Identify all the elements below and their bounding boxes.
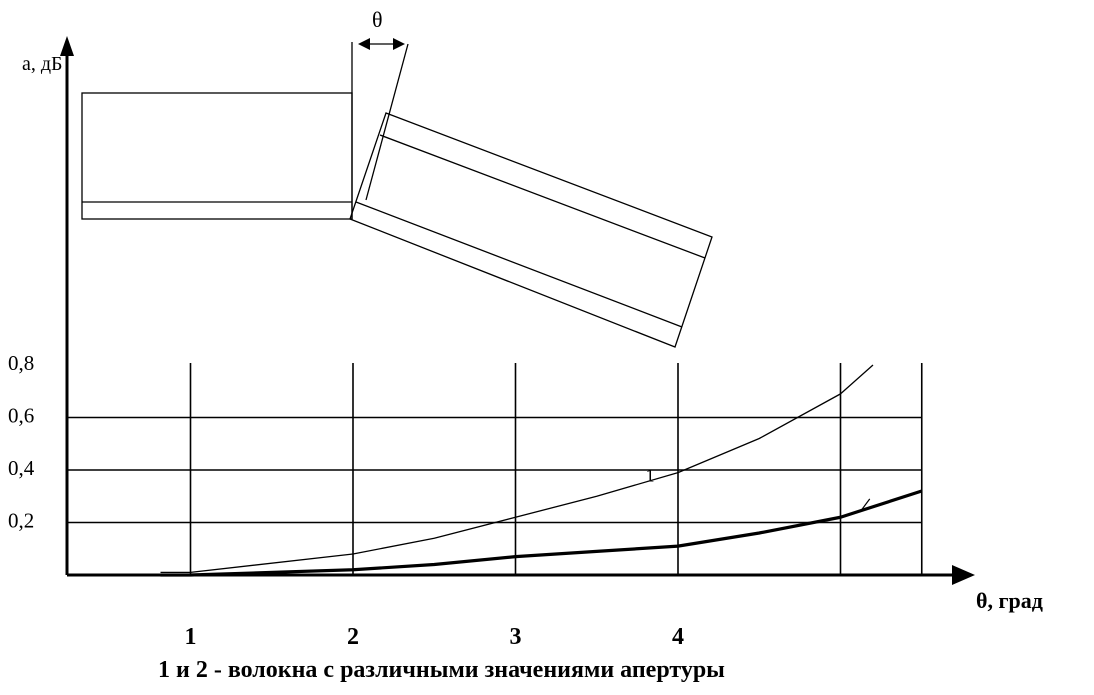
y-tick-label: 0,4 — [8, 456, 35, 480]
tilted-fiber-core-line-2 — [355, 201, 683, 328]
theta-label: θ — [372, 7, 383, 32]
caption: 1 и 2 - волокна с различными значениями … — [158, 657, 725, 683]
theta-arrow-left — [358, 38, 370, 50]
series-1-line — [160, 364, 874, 574]
y-tick-label: 0,8 — [8, 351, 34, 375]
series-2-line — [160, 489, 923, 577]
tilted-fiber-core-line — [379, 134, 706, 259]
x-axis-arrow — [952, 565, 975, 585]
tilt-line — [365, 43, 409, 201]
fiber-diagram: θ — [81, 7, 713, 348]
y-axis-arrow — [60, 36, 74, 56]
series-2-marker — [859, 498, 871, 513]
series-lines: 1 — [160, 364, 923, 577]
y-tick-labels: 0,2 0,4 0,6 0,8 — [8, 351, 35, 533]
x-tick-label: 2 — [347, 624, 359, 650]
y-tick-label: 0,6 — [8, 404, 34, 428]
y-tick-label: 0,2 — [8, 509, 34, 533]
series-label-1: 1 — [646, 465, 655, 485]
tilted-fiber — [349, 112, 713, 348]
x-tick-label: 1 — [185, 624, 197, 650]
grid — [67, 363, 923, 575]
x-tick-label: 4 — [672, 624, 684, 650]
theta-arrow-right — [393, 38, 405, 50]
x-tick-labels: 1 2 3 4 — [185, 624, 685, 650]
y-axis-label: a, дБ — [22, 53, 63, 75]
x-axis-label: θ, град — [976, 588, 1043, 613]
x-tick-label: 3 — [510, 624, 522, 650]
left-fiber — [81, 92, 353, 220]
